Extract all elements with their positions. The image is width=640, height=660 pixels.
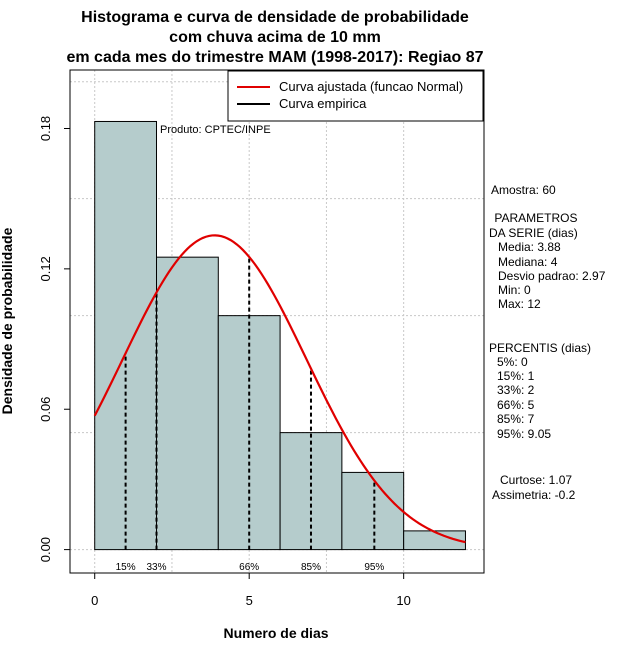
y-axis: 0.00 0.06 0.12 0.18 [38,116,70,562]
chart-title-line-1: Histograma e curva de densidade de proba… [81,9,469,26]
legend: Curva ajustada (funcao Normal) Curva emp… [227,70,484,122]
chart-title-line-3: em cada mes do trimestre MAM (1998-2017)… [66,49,483,66]
y-tick-label: 0.06 [38,397,53,422]
stat-p33: 33%: 2 [497,383,535,397]
plot-frame [69,69,485,574]
stat-p85: 85%: 7 [497,412,535,426]
stat-p15: 15%: 1 [497,369,535,383]
legend-label-fitted-curve: Curva ajustada (funcao Normal) [279,79,463,94]
stat-min: Min: 0 [498,283,531,297]
product-annotation: Produto: CPTEC/INPE [160,124,271,136]
y-axis-label: Densidade de probabilidade [0,227,15,414]
stat-params-subtitle: DA SERIE (dias) [489,226,578,240]
percentile-label: 95% [364,562,384,573]
x-tick-label: 0 [91,593,98,608]
stats-panel: Amostra: 60 PARAMETROS DA SERIE (dias) M… [489,183,606,502]
x-tick-label: 5 [246,593,253,608]
x-axis-label: Numero de dias [223,625,328,641]
stat-mean: Media: 3.88 [498,240,561,254]
stat-skewness: Assimetria: -0.2 [492,488,576,502]
y-tick-label: 0.12 [38,256,53,281]
percentile-lines: 15% 33% 66% 85% 95% [116,256,384,573]
x-tick-label: 10 [396,593,410,608]
stat-p66: 66%: 5 [497,398,535,412]
stat-median: Mediana: 4 [498,255,558,269]
histogram-bar [341,471,405,551]
stat-p5: 5%: 0 [497,355,528,369]
histogram-bars [94,120,466,551]
legend-label-empirical-curve: Curva empirica [279,96,367,111]
legend-box [227,70,484,122]
stat-percentiles-title: PERCENTIS (dias) [489,341,591,355]
percentile-label: 33% [146,562,166,573]
y-tick-label: 0.18 [38,116,53,141]
stat-max: Max: 12 [498,297,541,311]
percentile-label: 15% [116,562,136,573]
stat-kurtosis: Curtose: 1.07 [500,473,572,487]
stat-std-dev: Desvio padrao: 2.97 [498,269,606,283]
stat-sample-size: Amostra: 60 [491,183,556,197]
percentile-label: 66% [239,562,259,573]
normal-curve-layer [93,234,466,544]
chart-title-line-2: com chuva acima de 10 mm [169,29,381,46]
y-tick-label: 0.00 [38,537,53,562]
stat-p95: 95%: 9.05 [497,427,551,441]
histogram-bar [156,256,219,551]
percentile-label: 85% [301,562,321,573]
x-axis: 0 5 10 [91,573,411,608]
stat-params-title: PARAMETROS [491,211,577,225]
normal-curve [93,234,466,544]
